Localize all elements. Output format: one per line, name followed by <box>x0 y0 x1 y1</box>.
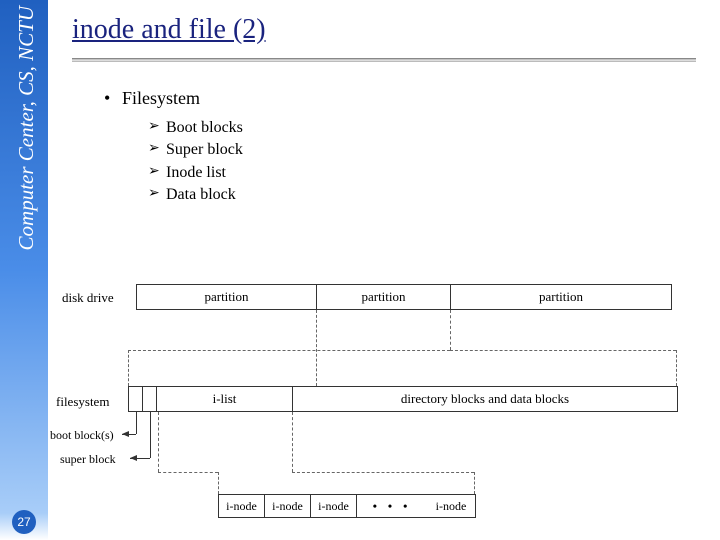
connector-line <box>450 310 451 350</box>
partition-cell: partition <box>451 285 671 309</box>
inode-row: i-nodei-nodei-node• • •i-node <box>218 494 476 518</box>
filesystem-label: filesystem <box>56 394 109 410</box>
filesystem-diagram: disk drive partitionpartitionpartition f… <box>48 284 708 534</box>
sub-bullet-list: Boot blocks Super block Inode list Data … <box>148 117 720 207</box>
connector-line <box>292 412 293 472</box>
bullet-list: Filesystem Boot blocks Super block Inode… <box>104 88 720 207</box>
sub-bullet: Data block <box>148 184 720 206</box>
title-divider <box>72 58 696 62</box>
bullet-main: Filesystem <box>104 88 720 109</box>
page-number-badge: 27 <box>12 510 36 534</box>
sidebar-org-text: Computer Center, CS, NCTU <box>14 6 39 250</box>
filesystem-cell <box>129 387 143 411</box>
connector-line <box>316 310 317 386</box>
connector-line <box>128 350 450 351</box>
filesystem-row: i-listdirectory blocks and data blocks <box>128 386 678 412</box>
arrow-line <box>150 412 151 458</box>
inode-cell: i-node <box>265 495 311 517</box>
super-block-label: super block <box>60 452 116 467</box>
sidebar: Computer Center, CS, NCTU 27 <box>0 0 48 540</box>
arrow-head-icon <box>122 431 129 437</box>
filesystem-cell: i-list <box>157 387 293 411</box>
connector-line <box>474 472 475 494</box>
sub-bullet: Inode list <box>148 162 720 184</box>
inode-cell: i-node <box>427 495 475 517</box>
filesystem-cell <box>143 387 157 411</box>
partition-cell: partition <box>137 285 317 309</box>
connector-line <box>676 350 677 386</box>
slide-title: inode and file (2) <box>72 14 720 46</box>
disk-row: partitionpartitionpartition <box>136 284 672 310</box>
inode-cell: i-node <box>219 495 265 517</box>
connector-line <box>218 472 219 494</box>
filesystem-cell: directory blocks and data blocks <box>293 387 677 411</box>
inode-cell: • • • <box>357 495 427 517</box>
connector-line <box>158 472 218 473</box>
partition-cell: partition <box>317 285 451 309</box>
connector-line <box>158 412 159 472</box>
connector-line <box>128 350 129 386</box>
boot-block-label: boot block(s) <box>50 428 114 443</box>
connector-line <box>450 350 676 351</box>
sub-bullet: Boot blocks <box>148 117 720 139</box>
arrow-line <box>136 412 137 434</box>
connector-line <box>292 472 474 473</box>
inode-cell: i-node <box>311 495 357 517</box>
disk-drive-label: disk drive <box>62 290 114 306</box>
arrow-head-icon <box>130 455 137 461</box>
sub-bullet: Super block <box>148 139 720 161</box>
